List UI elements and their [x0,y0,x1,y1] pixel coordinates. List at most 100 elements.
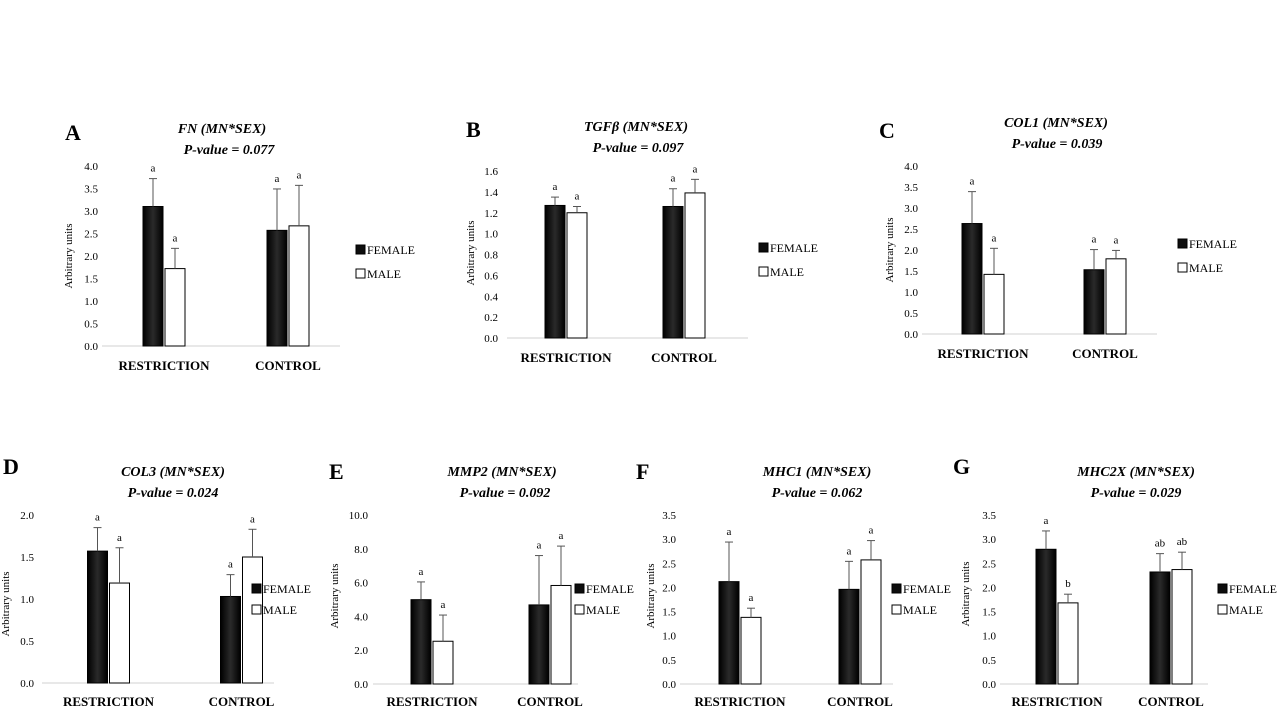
significance-letter: a [95,512,100,524]
y-tick-label: 0.6 [484,270,498,282]
chart-subtitle: P-value = 0.092 [460,486,551,501]
y-tick-label: 2.5 [982,558,996,570]
y-tick-label: 0.0 [904,329,918,341]
x-category-label: RESTRICTION [937,346,1029,361]
significance-letter: b [1065,578,1071,590]
significance-letter: a [671,173,676,185]
y-tick-label: 3.0 [662,534,676,546]
bar-female-control [528,604,550,685]
bar-female-restriction [544,204,566,339]
panel-letter: F [636,459,649,484]
bar-female-control [266,229,288,347]
legend-swatch-male [1177,262,1188,273]
y-axis-label: Arbitrary units [465,220,477,285]
significance-letter: a [575,190,580,202]
bar-male-restriction [109,582,130,684]
significance-letter: a [1044,515,1049,527]
y-tick-label: 0.0 [982,679,996,691]
significance-letter: ab [1177,536,1188,548]
y-tick-label: 4.0 [84,161,98,173]
legend-label-male: MALE [770,265,804,279]
panel-letter: C [879,118,895,143]
bar-male-restriction [566,212,588,339]
bar-male-restriction [740,616,762,685]
significance-letter: a [727,526,732,538]
x-category-label: RESTRICTION [1011,694,1103,709]
significance-letter: a [553,181,558,193]
y-tick-label: 3.5 [84,184,98,196]
y-tick-label: 4.0 [904,161,918,173]
y-tick-label: 3.0 [982,534,996,546]
bar-male-restriction [432,640,454,685]
x-category-label: CONTROL [255,358,321,373]
y-tick-label: 1.6 [484,166,498,178]
x-category-label: CONTROL [1138,694,1204,709]
x-category-label: CONTROL [827,694,893,709]
bar-female-restriction [410,599,432,685]
y-tick-label: 3.5 [904,182,918,194]
legend-swatch-female [574,583,585,594]
y-tick-label: 0.5 [904,308,918,320]
y-tick-label: 0.0 [484,333,498,345]
legend-swatch-female [1217,583,1228,594]
significance-letter: a [847,545,852,557]
significance-letter: a [559,530,564,542]
significance-letter: a [228,559,233,571]
legend-label-male: MALE [367,267,401,281]
x-category-label: RESTRICTION [386,694,478,709]
y-tick-label: 1.0 [904,287,918,299]
y-tick-label: 0.5 [982,655,996,667]
y-tick-label: 1.5 [982,607,996,619]
significance-letter: ab [1155,538,1166,550]
significance-letter: a [1114,234,1119,246]
bar-female-restriction [1035,548,1057,685]
x-category-label: CONTROL [209,694,275,709]
chart-panel-e: E MMP2 (MN*SEX) P-value = 0.092 Arbitrary u… [329,459,634,709]
significance-letter: a [869,525,874,537]
panel-letter: A [65,120,81,145]
chart-title: MHC2X (MN*SEX) [1076,465,1195,480]
bar-female-restriction [718,581,740,685]
bar-male-control [860,559,882,685]
y-tick-label: 0.8 [484,250,498,262]
y-tick-label: 1.5 [662,607,676,619]
legend-label-female: FEMALE [586,582,634,596]
chart-panel-a: A FN (MN*SEX) P-value = 0.077 Arbitrary uni… [63,120,415,373]
y-tick-label: 2.5 [904,224,918,236]
legend-label-male: MALE [903,603,937,617]
panel-letter: B [466,117,481,142]
legend-swatch-female [891,583,902,594]
significance-letter: a [419,566,424,578]
bar-male-control [1105,258,1127,335]
y-tick-label: 4.0 [354,611,368,623]
chart-subtitle: P-value = 0.029 [1091,486,1182,501]
y-tick-label: 3.0 [904,203,918,215]
x-category-label: CONTROL [517,694,583,709]
bar-female-restriction [961,223,983,335]
legend-label-female: FEMALE [770,241,818,255]
significance-letter: a [749,592,754,604]
y-tick-label: 2.0 [84,251,98,263]
y-tick-label: 3.5 [662,510,676,522]
legend-swatch-female [251,583,262,594]
bar-female-restriction [87,550,108,684]
y-tick-label: 1.0 [484,229,498,241]
y-tick-label: 1.5 [84,274,98,286]
legend-swatch-male [758,266,769,277]
y-tick-label: 0.0 [20,678,34,690]
y-axis-label: Arbitrary units [329,563,341,628]
y-tick-label: 6.0 [354,578,368,590]
significance-letter: a [970,176,975,188]
bar-female-control [838,588,860,685]
legend-swatch-female [758,242,769,253]
y-tick-label: 1.0 [20,594,34,606]
bar-male-restriction [164,268,186,347]
legend-label-male: MALE [1189,261,1223,275]
legend-label-female: FEMALE [367,243,415,257]
y-tick-label: 0.4 [484,291,498,303]
y-tick-label: 2.0 [982,582,996,594]
chart-subtitle: P-value = 0.062 [772,486,863,501]
chart-subtitle: P-value = 0.077 [184,143,276,158]
significance-letter: a [992,232,997,244]
